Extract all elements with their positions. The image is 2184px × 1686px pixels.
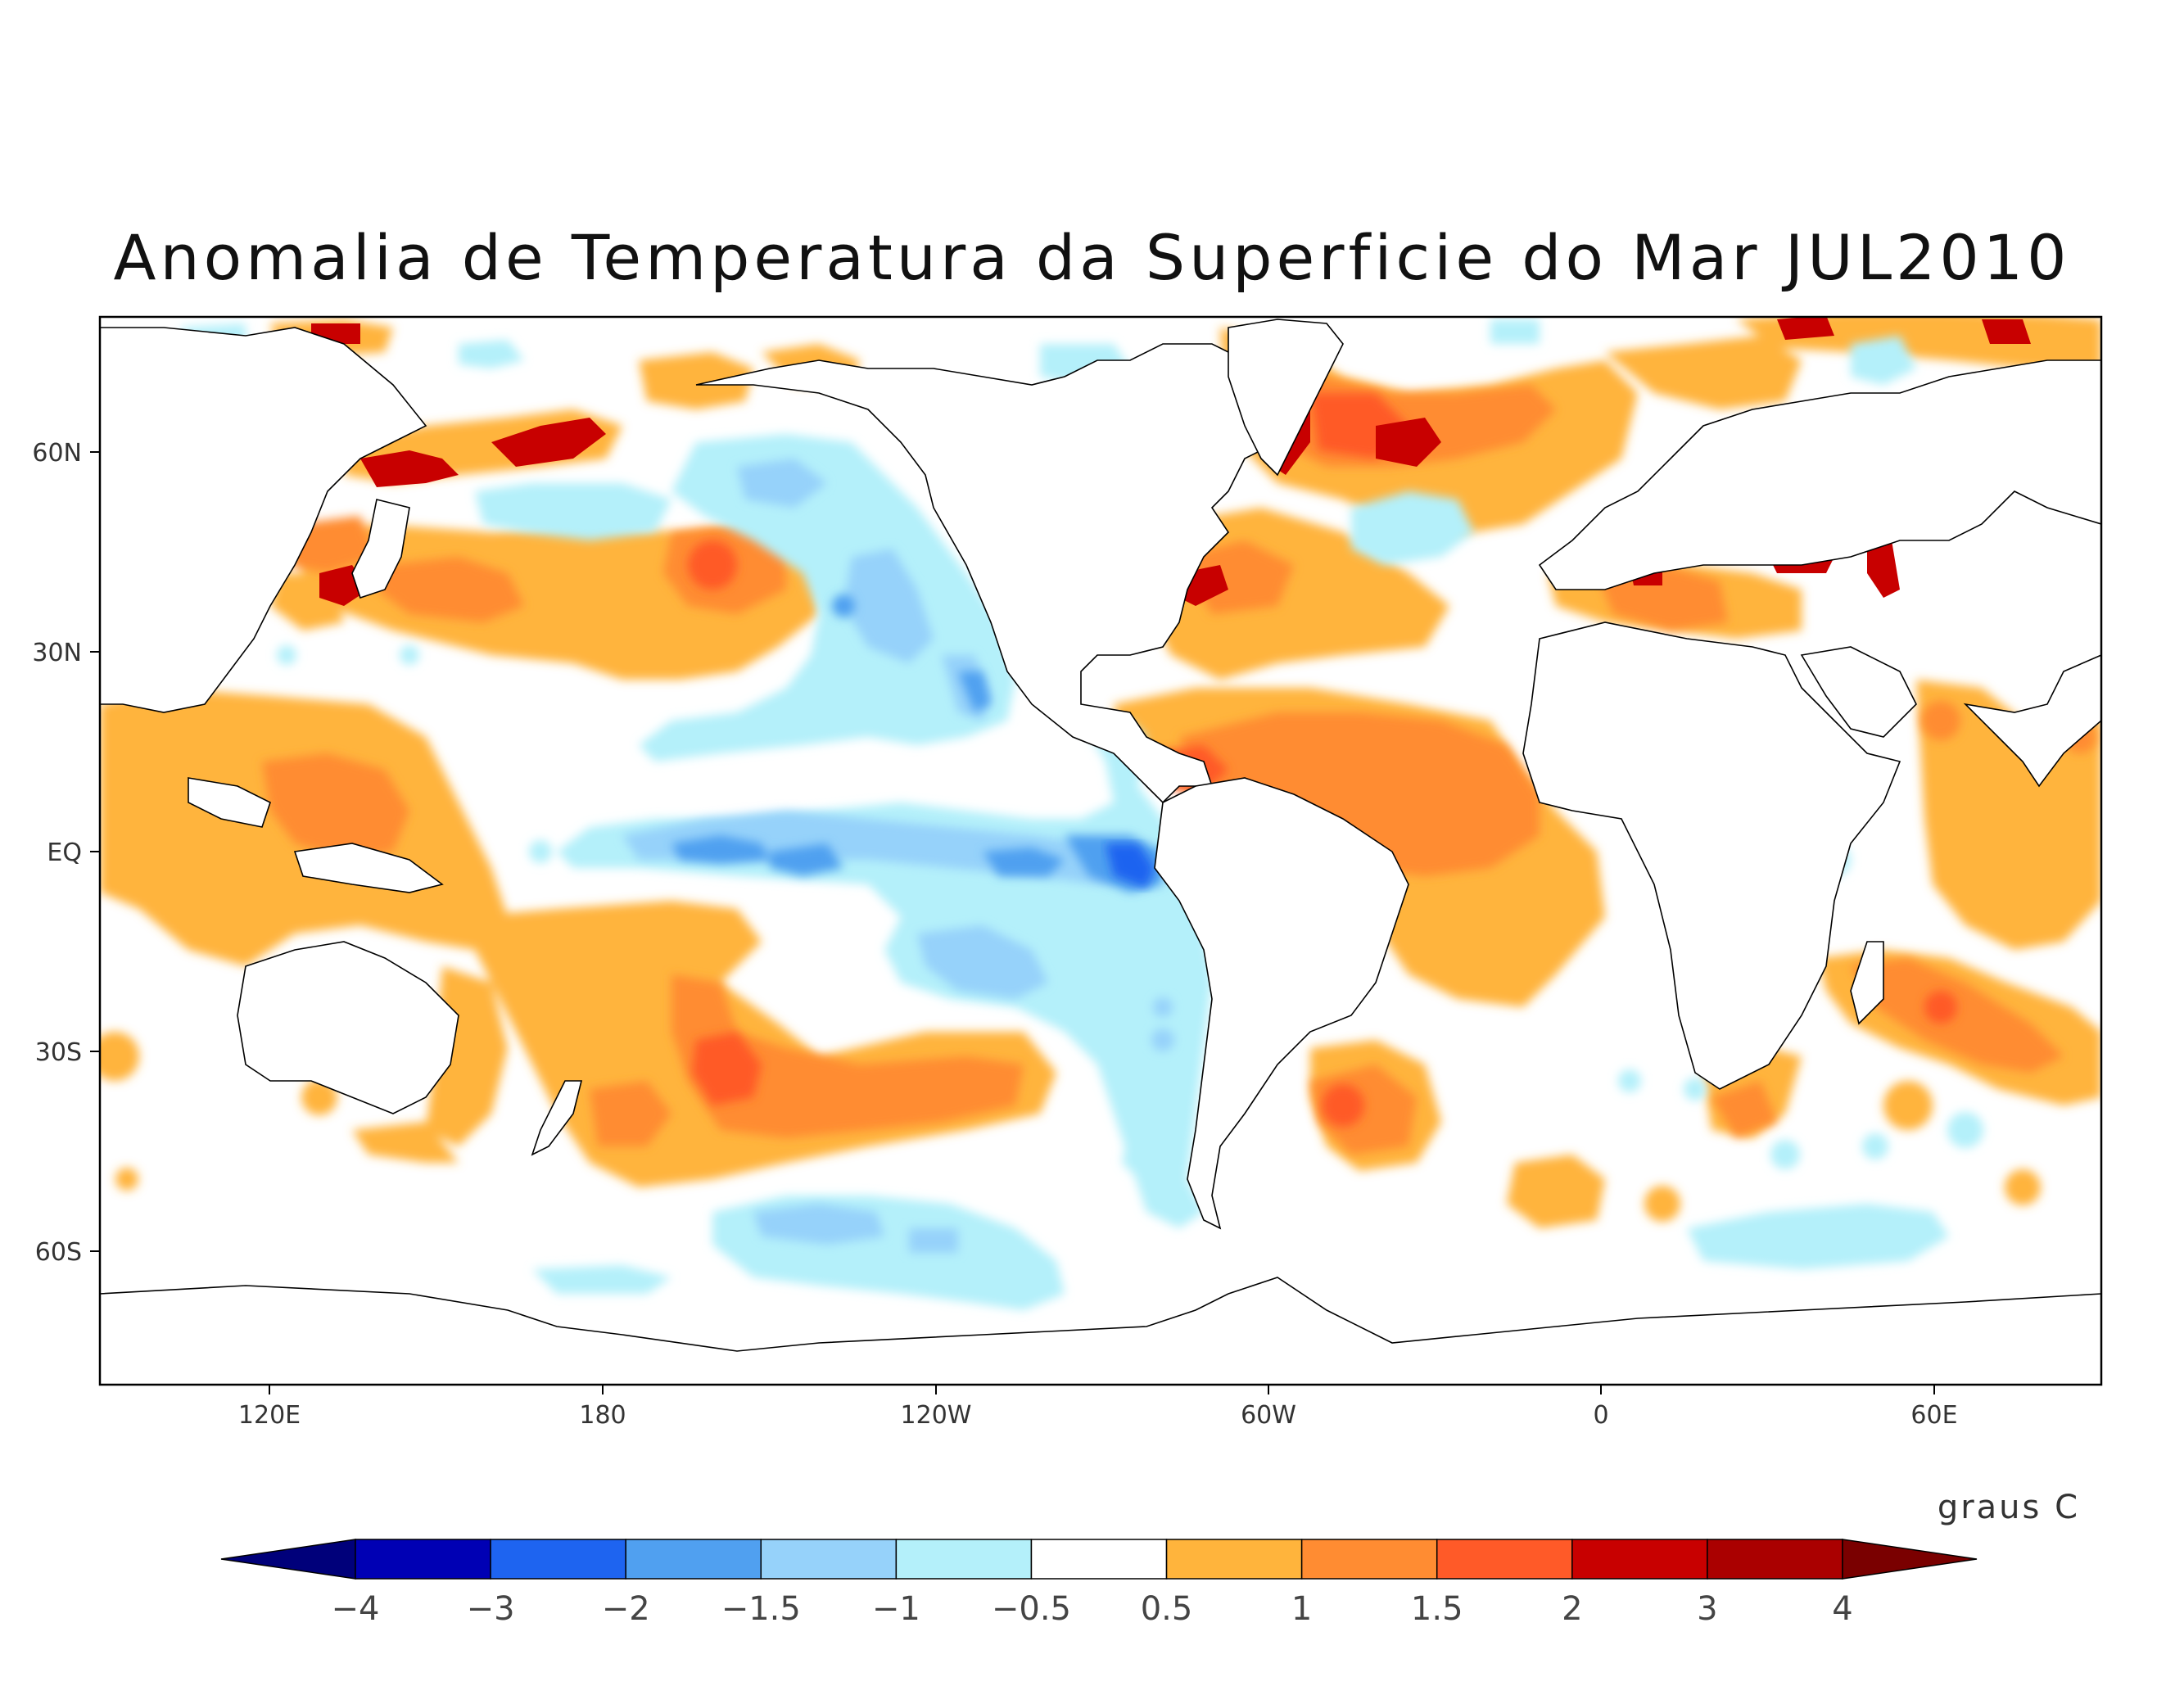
colorbar-tick-label: −4 xyxy=(332,1590,380,1628)
colorbar-tick-label: −3 xyxy=(467,1590,515,1628)
longitude-axis: 120E 180 120W 60W 0 60E xyxy=(238,1385,1958,1430)
colorbar-box xyxy=(1300,1539,1438,1580)
lat-label-60s: 60S xyxy=(35,1238,82,1267)
colorbar-box xyxy=(1030,1539,1168,1580)
colorbar-box xyxy=(1707,1539,1843,1580)
colorbar-tick-label: −1 xyxy=(872,1590,920,1628)
colorbar-high-arrow xyxy=(1842,1539,1978,1580)
colorbar-tick-label: 2 xyxy=(1562,1590,1582,1628)
latitude-axis: 60N 30N EQ 30S 60S xyxy=(32,439,100,1267)
colorbar-box xyxy=(895,1539,1033,1580)
lon-label-180: 180 xyxy=(579,1401,626,1430)
colorbar-box xyxy=(490,1539,626,1580)
lat-label-30n: 30N xyxy=(32,639,82,667)
lon-label-0: 0 xyxy=(1593,1401,1608,1430)
colorbar-tick-label: 1.5 xyxy=(1411,1590,1463,1628)
colorbar-units: graus C xyxy=(1937,1489,2080,1526)
lon-label-60w: 60W xyxy=(1241,1401,1296,1430)
colorbar-tick-label: 0.5 xyxy=(1141,1590,1193,1628)
map-title: Anomalia de Temperatura da Superficie do… xyxy=(113,221,2071,294)
colorbar-tick-label: 1 xyxy=(1291,1590,1312,1628)
colorbar-tick-label: −0.5 xyxy=(992,1590,1071,1628)
colorbar-tick-label: −1.5 xyxy=(721,1590,801,1628)
colorbar-tick-label: 4 xyxy=(1832,1590,1852,1628)
lon-label-60e: 60E xyxy=(1910,1401,1957,1430)
colorbar-tick-label: −2 xyxy=(602,1590,650,1628)
lat-label-60n: 60N xyxy=(32,439,82,468)
lat-label-eq: EQ xyxy=(47,838,82,867)
colorbar-box xyxy=(1436,1539,1573,1580)
colorbar-box xyxy=(625,1539,762,1580)
colorbar-tick-label: 3 xyxy=(1697,1590,1717,1628)
colorbar-box xyxy=(355,1539,491,1580)
lon-label-120w: 120W xyxy=(901,1401,972,1430)
colorbar-low-arrow xyxy=(220,1539,356,1580)
lat-label-30s: 30S xyxy=(35,1038,82,1067)
colorbar-box xyxy=(760,1539,898,1580)
colorbar-box xyxy=(1165,1539,1303,1580)
coastlines xyxy=(100,319,2101,1385)
colorbar-box xyxy=(1571,1539,1708,1580)
lon-label-120e: 120E xyxy=(238,1401,301,1430)
